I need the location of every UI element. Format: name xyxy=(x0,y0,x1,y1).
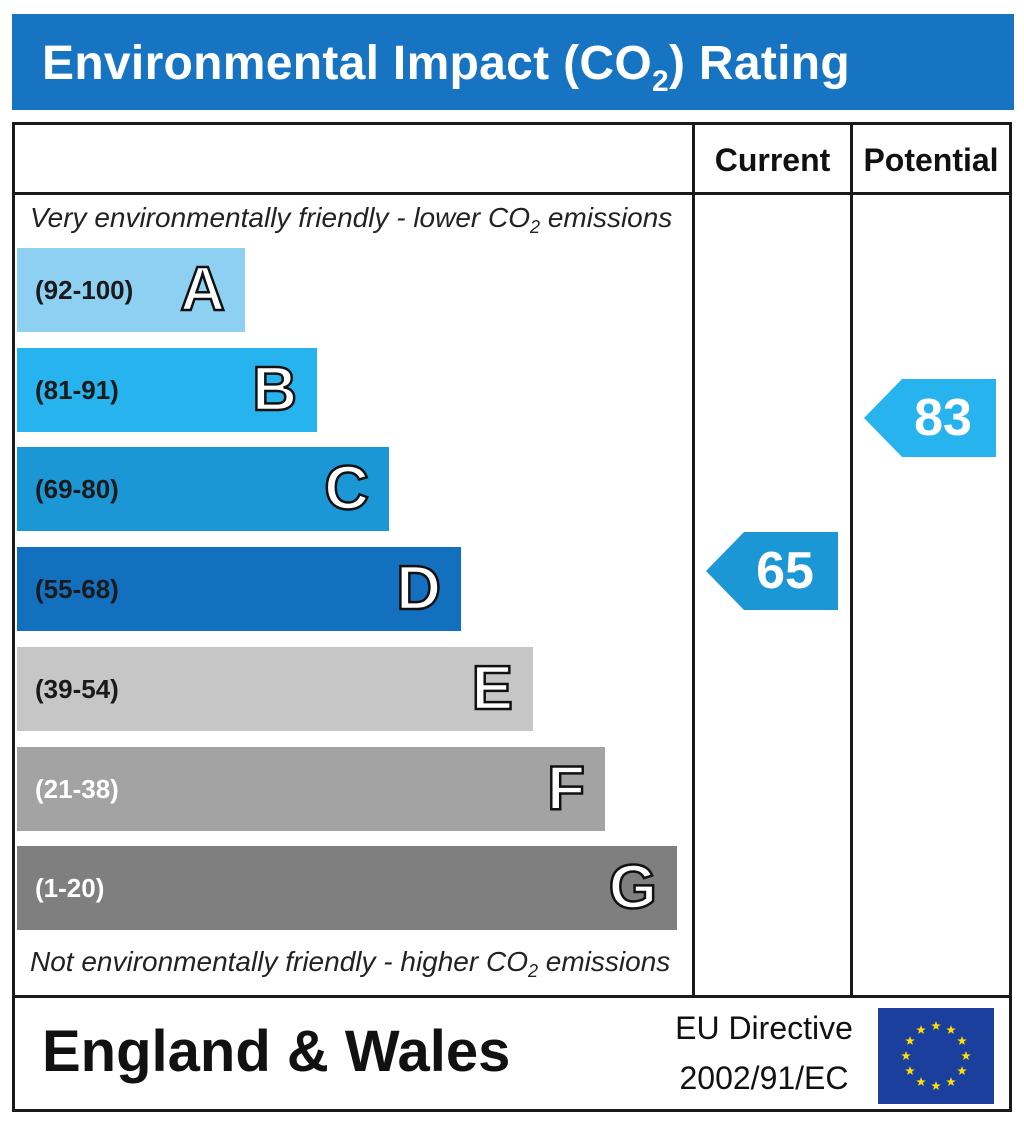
footer-row-divider xyxy=(12,995,1012,998)
rating-table-frame xyxy=(12,122,1012,1112)
region-label: England & Wales xyxy=(42,1019,511,1084)
header-row-divider xyxy=(12,192,1012,195)
band-d-letter: D xyxy=(395,553,442,625)
potential-column-heading: Potential xyxy=(863,142,999,178)
band-d-range: (55-68) xyxy=(35,574,119,604)
flag-star xyxy=(905,1066,915,1076)
band-a: (92-100) A xyxy=(17,248,245,332)
band-b-letter: B xyxy=(251,354,298,426)
band-e-letter: E xyxy=(470,653,514,725)
band-c: (69-80) C xyxy=(17,447,389,531)
flag-star xyxy=(957,1036,967,1046)
current-rating-value: 65 xyxy=(756,542,814,600)
potential-arrow-shape xyxy=(864,379,996,457)
bottom-note: Not environmentally friendly - higher CO… xyxy=(30,946,671,981)
flag-star xyxy=(946,1025,956,1035)
band-g: (1-20) G xyxy=(17,846,677,930)
band-f-letter: F xyxy=(546,753,586,825)
current-column-heading: Current xyxy=(714,142,831,178)
flag-star xyxy=(961,1051,971,1061)
band-c-letter: C xyxy=(323,453,370,525)
current-column-divider xyxy=(692,122,695,998)
band-g-letter: G xyxy=(608,852,659,924)
directive-line-1: EU Directive xyxy=(675,1010,853,1046)
flag-star xyxy=(957,1066,967,1076)
potential-rating-value: 83 xyxy=(914,389,972,447)
flag-star xyxy=(931,1021,941,1031)
flag-star xyxy=(946,1076,956,1087)
flag-star xyxy=(931,1081,941,1091)
band-f-range: (21-38) xyxy=(35,774,119,804)
band-b-range: (81-91) xyxy=(35,375,119,405)
band-e: (39-54) E xyxy=(17,647,533,731)
flag-star xyxy=(916,1076,926,1087)
chart-title: Environmental Impact (CO2) Rating xyxy=(42,37,851,98)
band-f: (21-38) F xyxy=(17,747,605,831)
top-note: Very environmentally friendly - lower CO… xyxy=(30,202,673,237)
flag-star xyxy=(905,1036,915,1046)
current-rating-arrow: 65 xyxy=(706,532,838,610)
current-arrow-shape xyxy=(706,532,838,610)
band-c-range: (69-80) xyxy=(35,474,119,504)
band-d: (55-68) D xyxy=(17,547,461,631)
directive-line-2: 2002/91/EC xyxy=(679,1060,849,1096)
flag-star xyxy=(916,1025,926,1035)
band-a-range: (92-100) xyxy=(35,275,134,305)
band-b: (81-91) B xyxy=(17,348,317,432)
eu-flag-icon xyxy=(878,1008,994,1104)
potential-rating-arrow: 83 xyxy=(864,379,996,457)
band-e-range: (39-54) xyxy=(35,674,119,704)
band-a-letter: A xyxy=(179,254,226,326)
potential-column-divider xyxy=(850,122,853,998)
band-g-range: (1-20) xyxy=(35,873,105,903)
flag-star xyxy=(901,1051,911,1061)
title-bar: Environmental Impact (CO2) Rating xyxy=(12,14,1014,110)
